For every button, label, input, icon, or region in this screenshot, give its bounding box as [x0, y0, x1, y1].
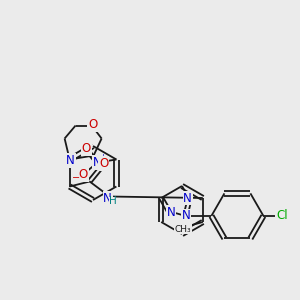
Text: O: O: [82, 142, 91, 155]
Text: CH₃: CH₃: [175, 224, 191, 233]
Text: O: O: [99, 157, 108, 170]
Text: N: N: [183, 192, 192, 205]
Text: N: N: [167, 206, 175, 219]
Text: N: N: [93, 156, 102, 169]
Text: O: O: [79, 168, 88, 181]
Text: N: N: [66, 154, 75, 167]
Text: H: H: [109, 196, 116, 206]
Text: +: +: [99, 153, 106, 162]
Text: −: −: [72, 172, 80, 182]
Text: N: N: [103, 192, 112, 205]
Text: O: O: [88, 118, 97, 131]
Text: N: N: [182, 209, 191, 222]
Text: Cl: Cl: [277, 209, 288, 222]
